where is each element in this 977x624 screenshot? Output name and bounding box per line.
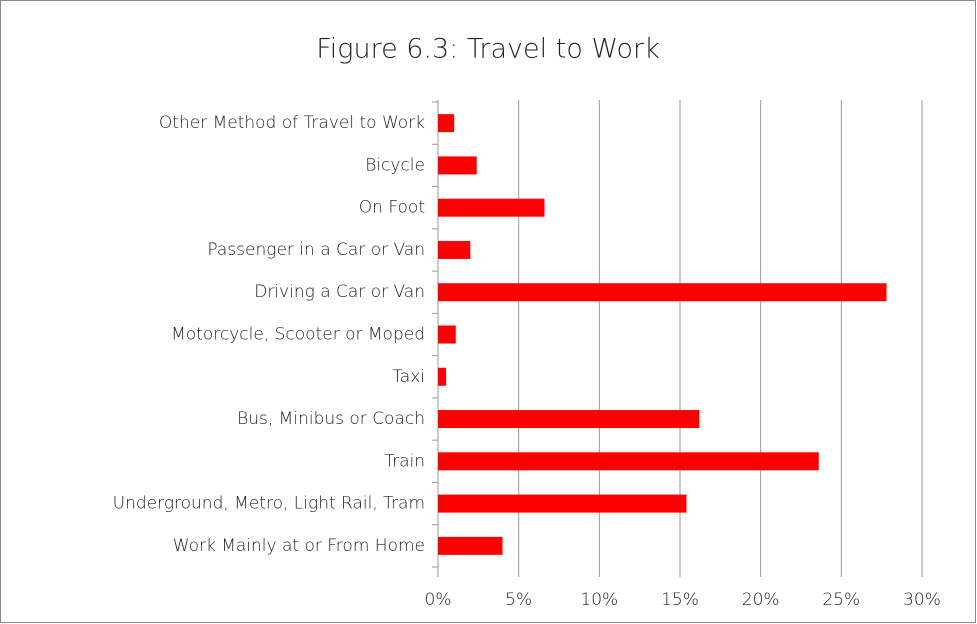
y-tick-label: Underground, Metro, Light Rail, Tram [113,494,425,514]
y-tick-label: Taxi [392,367,425,387]
y-tick-label: On Foot [359,198,425,218]
bar [438,367,447,386]
bar [438,240,471,259]
y-tick-label: Passenger in a Car or Van [207,240,425,260]
bar [438,452,819,471]
bar [438,114,455,133]
bar [438,410,700,429]
y-tick-label: Bus, Minibus or Coach [237,409,425,429]
x-tick-label: 20% [742,590,780,610]
x-tick-label: 5% [505,590,532,610]
y-tick-label: Work Mainly at or From Home [173,536,425,556]
x-tick-label: 10% [580,590,618,610]
x-tick-label: 30% [903,590,941,610]
y-tick-label: Bicycle [365,155,425,175]
bar [438,283,887,302]
x-tick-label: 25% [822,590,860,610]
bar [438,325,456,344]
x-tick-label: 0% [425,590,452,610]
bar [438,198,545,217]
y-tick-label: Driving a Car or Van [254,282,425,302]
chart-title: Figure 6.3: Travel to Work [316,34,660,65]
bar [438,494,687,513]
y-tick-label: Other Method of Travel to Work [159,113,425,133]
x-tick-label: 15% [661,590,699,610]
bar [438,536,503,555]
y-tick-label: Motorcycle, Scooter or Moped [171,325,425,345]
bar [438,156,477,175]
y-tick-label: Train [384,451,425,471]
